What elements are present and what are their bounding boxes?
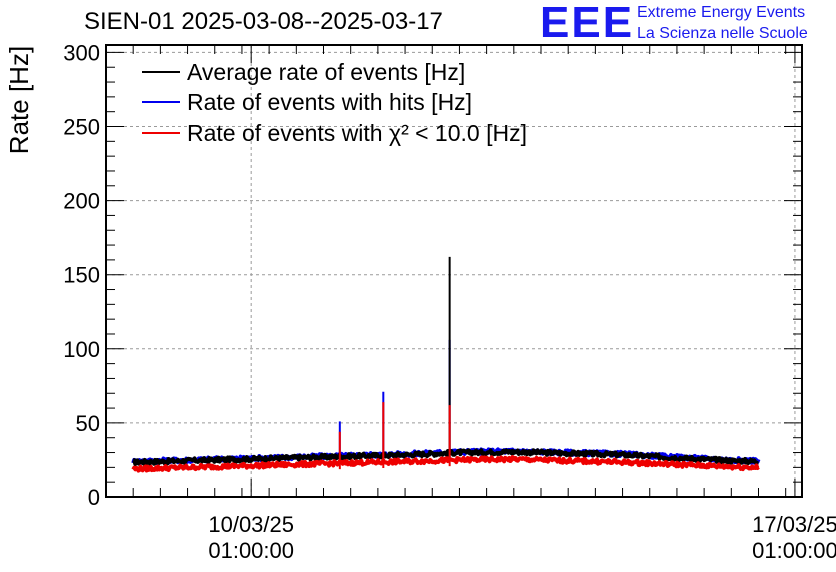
legend-label-2: Rate of events with χ² < 10.0 [Hz] [187,120,527,146]
y-tick-label: 300 [63,40,100,65]
y-tick-label: 250 [63,115,100,140]
y-tick-label: 0 [88,485,100,510]
legend-label-0: Average rate of events [Hz] [187,59,465,85]
legend-label-1: Rate of events with hits [Hz] [187,89,472,115]
y-axis-label: Rate [Hz] [4,46,34,154]
x-tick-label-date: 10/03/25 [208,512,294,537]
eee-logo-mark: EEE [540,0,635,47]
y-tick-label: 200 [63,189,100,214]
plot-frame [105,44,803,498]
series-line-2 [131,455,760,473]
chart-title: SIEN-01 2025-03-08--2025-03-17 [84,8,443,35]
logo-line-1: Extreme Energy Events [637,4,806,21]
y-tick-label: 50 [76,411,100,436]
x-tick-label-time: 01:00:00 [208,538,294,563]
logo-line-2: La Scienza nelle Scuole [637,25,808,42]
x-tick-label-time: 01:00:00 [752,538,836,563]
y-tick-label: 150 [63,263,100,288]
series-line-0 [132,448,760,466]
x-tick-label-date: 17/03/25 [752,512,836,537]
y-tick-label: 100 [63,337,100,362]
